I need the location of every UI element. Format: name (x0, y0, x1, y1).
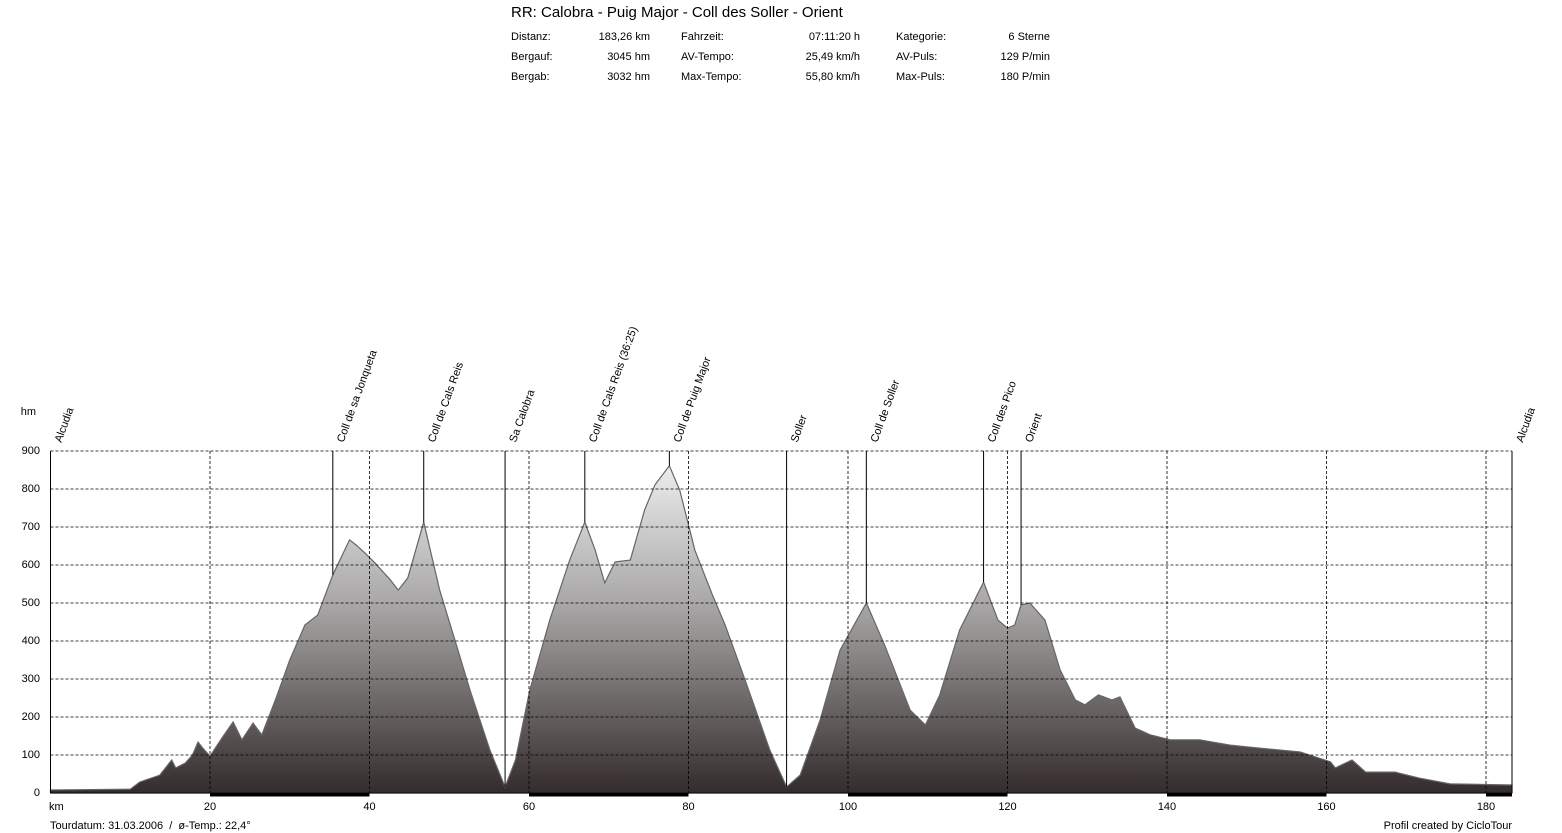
waypoint-label: Coll de Cals Reis (36:25) (587, 325, 640, 444)
x-tick-label: 180 (1477, 801, 1495, 813)
footer-right: Profil created by CicloTour (1384, 820, 1513, 832)
y-tick-label: 100 (22, 749, 40, 761)
x-tick-label: 160 (1317, 801, 1335, 813)
waypoint-label: Coll de Soller (869, 378, 903, 444)
stat-value: 3032 hm (607, 71, 650, 83)
y-tick-label: 300 (22, 673, 40, 685)
stat-value: 3045 hm (607, 51, 650, 63)
stat-value: 129 P/min (1000, 51, 1050, 63)
stat-label: Distanz: (511, 31, 551, 43)
stat-label: AV-Tempo: (681, 51, 734, 63)
waypoint-label: Soller (789, 413, 810, 444)
x-tick-label: 60 (523, 801, 535, 813)
stat-value: 6 Sterne (1008, 31, 1050, 43)
waypoint-label: Coll de Puig Major (672, 355, 714, 444)
x-axis-label: km (49, 801, 64, 813)
waypoint-label: Alcudia (1514, 405, 1538, 444)
footer-left: Tourdatum: 31.03.2006 / ø-Temp.: 22,4° (50, 820, 251, 832)
x-tick-label: 20 (204, 801, 216, 813)
stat-label: Bergauf: (511, 51, 553, 63)
x-tick-label: 100 (839, 801, 857, 813)
elevation-area (49, 464, 1513, 794)
stat-value: 25,49 km/h (806, 51, 860, 63)
y-tick-label: 900 (22, 445, 40, 457)
stat-label: Bergab: (511, 71, 550, 83)
y-tick-label: 500 (22, 597, 40, 609)
stat-label: Max-Puls: (896, 71, 945, 83)
x-tick-label: 40 (363, 801, 375, 813)
stat-value: 07:11:20 h (809, 31, 860, 43)
stat-value: 183,26 km (599, 31, 650, 43)
waypoint-label: Coll des Pico (986, 380, 1019, 444)
x-tick-label: 80 (682, 801, 694, 813)
waypoint-label: Sa Calobra (507, 387, 537, 444)
stat-label: Max-Tempo: (681, 71, 742, 83)
x-tick-label: 140 (1158, 801, 1176, 813)
y-tick-label: 800 (22, 483, 40, 495)
waypoint-label: Coll de sa Jonqueta (335, 348, 380, 444)
chart-title: RR: Calobra - Puig Major - Coll des Soll… (511, 4, 844, 21)
stat-label: Kategorie: (896, 31, 946, 43)
y-tick-label: 200 (22, 711, 40, 723)
stat-value: 180 P/min (1000, 71, 1050, 83)
y-tick-label: 400 (22, 635, 40, 647)
waypoint-label: Orient (1023, 412, 1045, 444)
y-tick-label: 600 (22, 559, 40, 571)
waypoint-label: Alcudia (53, 405, 77, 444)
waypoint-label: Coll de Cals Reis (426, 360, 466, 444)
stat-value: 55,80 km/h (806, 71, 860, 83)
x-tick-label: 120 (998, 801, 1016, 813)
y-axis-label: hm (21, 406, 36, 418)
stat-label: AV-Puls: (896, 51, 937, 63)
stat-label: Fahrzeit: (681, 31, 724, 43)
y-tick-label: 700 (22, 521, 40, 533)
y-tick-label: 0 (34, 787, 40, 799)
